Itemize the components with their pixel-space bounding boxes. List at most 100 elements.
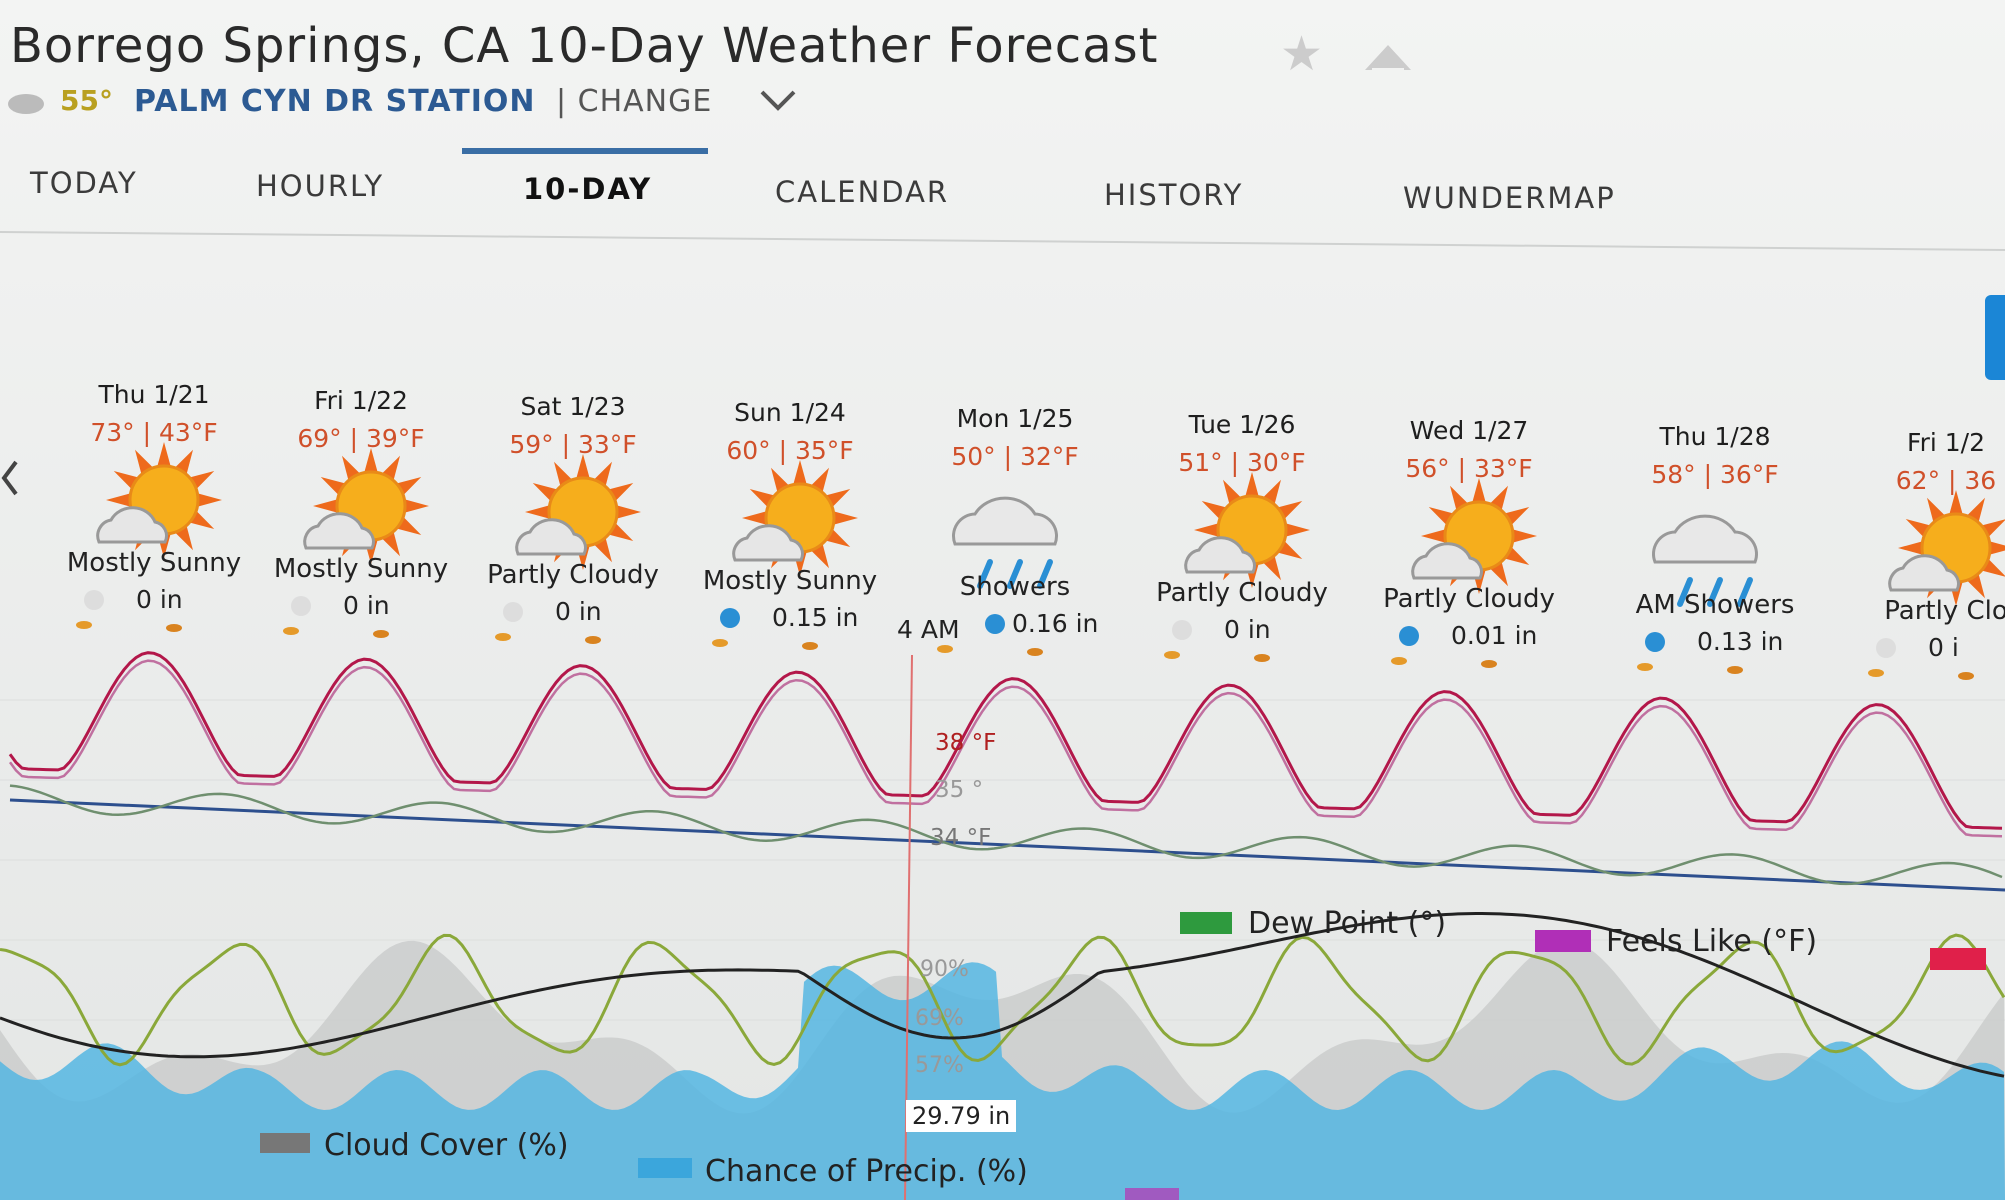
legend-item[interactable]: Chance of Precip. (%) bbox=[705, 1154, 1028, 1189]
sun-marker bbox=[373, 630, 389, 638]
hover-humidity: 90% bbox=[920, 957, 969, 982]
day-condition: Mostly Sunny bbox=[702, 566, 878, 596]
sun-marker bbox=[802, 642, 818, 650]
sun-marker bbox=[76, 621, 92, 629]
day-temps: 62° | 36 bbox=[1895, 466, 1997, 495]
day-temps: 56° | 33°F bbox=[1405, 454, 1533, 483]
svg-text:★: ★ bbox=[1280, 26, 1323, 82]
tab[interactable]: WUNDERMAP bbox=[1403, 181, 1616, 215]
hover-precip-chance: 57% bbox=[915, 1053, 964, 1078]
sun-marker bbox=[1481, 660, 1497, 668]
weather-icon bbox=[96, 442, 222, 558]
day-temps: 51° | 30°F bbox=[1178, 448, 1306, 477]
tab[interactable]: TODAY bbox=[30, 166, 138, 200]
precip-icon bbox=[1645, 632, 1665, 652]
precip-icon bbox=[720, 608, 740, 628]
sun-marker bbox=[1391, 657, 1407, 665]
hover-pressure: 29.79 in bbox=[906, 1100, 1017, 1132]
weather-icon bbox=[1184, 472, 1310, 588]
day-precip: 0 in bbox=[555, 597, 602, 626]
day-condition: Partly Cloudy bbox=[487, 560, 659, 590]
precip-area bbox=[0, 962, 2005, 1200]
sun-marker bbox=[1727, 666, 1743, 674]
active-tab-bar bbox=[462, 148, 708, 154]
sun-marker bbox=[937, 645, 953, 653]
hover-time: 4 AM bbox=[897, 615, 960, 644]
tab[interactable]: CALENDAR bbox=[775, 175, 950, 209]
weather-icon bbox=[952, 496, 1058, 589]
day-condition: Partly Cloudy bbox=[1383, 584, 1555, 614]
legend-item[interactable]: Dew Point (°) bbox=[1248, 906, 1447, 941]
day-label: Mon 1/25 bbox=[956, 404, 1074, 433]
side-button[interactable] bbox=[1985, 295, 2005, 380]
weather-icon bbox=[303, 448, 429, 564]
day-precip: 0.01 in bbox=[1451, 621, 1538, 650]
pressure-line bbox=[0, 912, 2005, 1078]
hover-feels: 35 ° bbox=[935, 777, 984, 803]
sun-marker bbox=[1027, 648, 1043, 656]
sun-marker bbox=[1254, 654, 1270, 662]
current-temp: 55° bbox=[60, 84, 113, 117]
sun-marker bbox=[1164, 651, 1180, 659]
station-link[interactable]: PALM CYN DR STATION bbox=[134, 84, 536, 119]
day-condition: AM Showers bbox=[1635, 590, 1795, 620]
day-label: Thu 1/21 bbox=[98, 380, 210, 409]
dew-line bbox=[9, 784, 2003, 886]
precip-icon bbox=[1399, 626, 1419, 646]
precip-icon bbox=[1172, 620, 1192, 640]
day-condition: Partly Cloudy bbox=[1156, 578, 1328, 608]
sun-marker bbox=[1958, 672, 1974, 680]
weather-icon bbox=[1888, 490, 2005, 606]
day-label: Sun 1/24 bbox=[734, 398, 846, 427]
day-temps: 50° | 32°F bbox=[951, 442, 1079, 471]
humidity-line bbox=[0, 933, 2005, 1067]
day-precip: 0.16 in bbox=[1012, 609, 1099, 638]
weather-icon bbox=[1652, 514, 1758, 607]
precip-icon bbox=[503, 602, 523, 622]
legend-item[interactable]: Feels Like (°F) bbox=[1606, 924, 1818, 959]
tab[interactable]: HISTORY bbox=[1104, 178, 1244, 212]
sun-marker bbox=[712, 639, 728, 647]
day-temps: 59° | 33°F bbox=[509, 430, 637, 459]
day-precip: 0.15 in bbox=[772, 603, 859, 632]
day-precip: 0 in bbox=[343, 591, 390, 620]
day-condition: Mostly Sunny bbox=[273, 554, 449, 584]
legend-item[interactable]: Cloud Cover (%) bbox=[324, 1128, 569, 1163]
page-title: Borrego Springs, CA 10-Day Weather Forec… bbox=[10, 18, 1159, 74]
day-temps: 58° | 36°F bbox=[1651, 460, 1779, 489]
sun-marker bbox=[166, 624, 182, 632]
change-link[interactable]: | CHANGE bbox=[556, 84, 713, 119]
precip-icon bbox=[84, 590, 104, 610]
day-temps: 73° | 43°F bbox=[90, 418, 218, 447]
hover-dew: 34 °F bbox=[930, 825, 992, 851]
day-precip: 0.13 in bbox=[1697, 627, 1784, 656]
day-label: Tue 1/26 bbox=[1188, 410, 1296, 439]
weather-icon bbox=[732, 460, 858, 576]
weather-icon bbox=[515, 454, 641, 570]
sun-marker bbox=[495, 633, 511, 641]
precip-icon bbox=[1876, 638, 1896, 658]
day-label: Fri 1/22 bbox=[314, 386, 408, 415]
sun-marker bbox=[585, 636, 601, 644]
day-label: Thu 1/28 bbox=[1659, 422, 1771, 451]
feels-line bbox=[8, 659, 2003, 838]
day-condition: Partly Clo bbox=[1884, 596, 2005, 626]
weather-icon bbox=[1411, 478, 1537, 594]
day-temps: 60° | 35°F bbox=[726, 436, 854, 465]
hover-temp: 38 °F bbox=[935, 730, 997, 756]
hover-cloud: 69% bbox=[915, 1006, 964, 1031]
day-label: Fri 1/2 bbox=[1907, 428, 1985, 457]
tab[interactable]: 10-DAY bbox=[523, 172, 653, 206]
sun-marker bbox=[1637, 663, 1653, 671]
sun-marker bbox=[283, 627, 299, 635]
day-label: Sat 1/23 bbox=[520, 392, 626, 421]
precip-icon bbox=[291, 596, 311, 616]
tab[interactable]: HOURLY bbox=[256, 169, 385, 203]
prev-arrow[interactable] bbox=[1, 460, 18, 496]
day-precip: 0 in bbox=[1224, 615, 1271, 644]
day-condition: Showers bbox=[959, 572, 1071, 602]
day-precip: 0 i bbox=[1928, 633, 1959, 662]
day-label: Wed 1/27 bbox=[1409, 416, 1529, 445]
